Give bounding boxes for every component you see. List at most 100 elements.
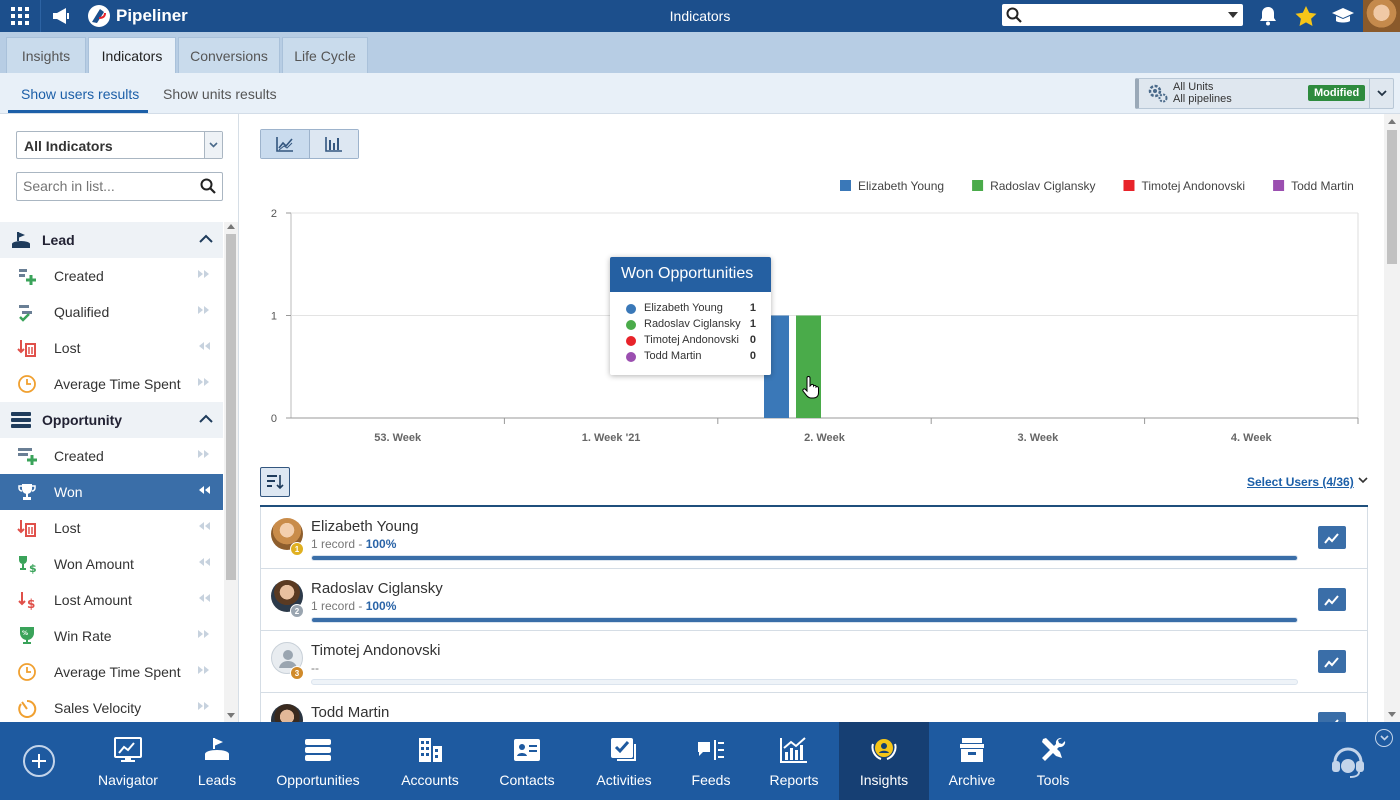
search-icon[interactable]: [200, 178, 216, 194]
svg-text:$: $: [29, 562, 37, 574]
app-logo[interactable]: Pipeliner: [86, 4, 188, 28]
scrollbar-thumb[interactable]: [1387, 130, 1397, 264]
tooltip-row: Elizabeth Young 1: [610, 301, 771, 317]
chevron-up-icon[interactable]: [199, 234, 213, 243]
sidebar-item-lead-average-time[interactable]: Average Time Spent: [0, 366, 223, 402]
rank-medal-icon: 3: [290, 666, 304, 680]
star-icon[interactable]: [1288, 0, 1324, 32]
opportunities-icon: [305, 739, 331, 761]
tooltip-series-value: 1: [749, 318, 756, 330]
trend-chart-button[interactable]: [1318, 588, 1346, 611]
sidebar-item-opportunity-won[interactable]: Won: [0, 474, 223, 510]
bar-chart-view-button[interactable]: [309, 130, 358, 158]
scroll-down-arrow-icon[interactable]: [1388, 712, 1396, 717]
legend-swatch: [840, 180, 851, 191]
chevron-up-icon[interactable]: [199, 414, 213, 423]
chevron-down-icon[interactable]: [204, 132, 222, 158]
chevron-down-icon: [1379, 735, 1389, 741]
sidebar-item-label: Average Time Spent: [54, 664, 181, 680]
nav-navigator[interactable]: Navigator: [88, 722, 168, 800]
nav-leads[interactable]: Leads: [185, 722, 249, 800]
select-users-link[interactable]: Select Users (4/36): [1247, 475, 1354, 489]
bell-icon[interactable]: [1250, 0, 1286, 32]
tab-insights[interactable]: Insights: [6, 37, 86, 73]
record-count: 1 record: [311, 537, 356, 551]
sidebar-search-input[interactable]: [23, 178, 193, 194]
tooltip-row: Timotej Andonovski 0: [610, 333, 771, 349]
tab-conversions[interactable]: Conversions: [178, 37, 280, 73]
sidebar-item-opportunity-created[interactable]: Created: [0, 438, 223, 474]
main-scrollbar[interactable]: [1384, 114, 1400, 722]
feeds-icon: [698, 740, 724, 760]
series-color-dot: [626, 352, 636, 362]
group-lead[interactable]: Lead: [0, 222, 223, 258]
nav-archive[interactable]: Archive: [940, 722, 1004, 800]
support-headset-icon[interactable]: [1330, 744, 1366, 781]
sidebar-item-lead-qualified[interactable]: Qualified: [0, 294, 223, 330]
scroll-down-arrow-icon[interactable]: [227, 713, 235, 718]
global-search-input[interactable]: [1002, 4, 1243, 26]
x-tick-label: 4. Week: [1231, 432, 1273, 444]
chevron-down-icon[interactable]: [1228, 12, 1238, 18]
opportunity-created-icon: [0, 446, 54, 466]
nav-opportunities[interactable]: Opportunities: [266, 722, 370, 800]
unit-label: All Units: [1173, 81, 1214, 93]
user-avatar[interactable]: [1363, 0, 1400, 32]
unit-dropdown-toggle[interactable]: [1369, 79, 1393, 108]
subtab-users-results[interactable]: Show users results: [21, 86, 140, 102]
app-grid-icon[interactable]: [0, 0, 40, 32]
collapse-nav-button[interactable]: [1375, 729, 1393, 747]
nav-activities[interactable]: Activities: [584, 722, 664, 800]
sidebar-item-win-rate[interactable]: % Win Rate: [0, 618, 223, 654]
trend-chart-button[interactable]: [1318, 650, 1346, 673]
nav-insights[interactable]: Insights: [839, 722, 929, 800]
contacts-icon: [514, 739, 540, 761]
forward-arrows-icon: [198, 702, 209, 710]
record-count: --: [311, 661, 319, 675]
scroll-up-arrow-icon[interactable]: [1388, 119, 1396, 124]
user-row[interactable]: Todd Martin: [260, 693, 1368, 722]
sidebar-search-field[interactable]: [16, 172, 223, 201]
sidebar-item-lost-amount[interactable]: $ Lost Amount: [0, 582, 223, 618]
sidebar-item-sales-velocity[interactable]: Sales Velocity: [0, 690, 223, 722]
sidebar-item-won-amount[interactable]: $ Won Amount: [0, 546, 223, 582]
nav-tools[interactable]: Tools: [1024, 722, 1082, 800]
user-record-summary: 1 record - 100%: [311, 599, 396, 613]
sidebar-item-lead-created[interactable]: Created: [0, 258, 223, 294]
trend-line-icon: [1324, 656, 1339, 668]
subtab-units-results[interactable]: Show units results: [163, 86, 277, 102]
legend-swatch: [1123, 180, 1135, 191]
chevron-down-icon[interactable]: [1358, 477, 1368, 484]
megaphone-icon[interactable]: [40, 0, 80, 32]
add-button[interactable]: [23, 745, 55, 777]
graduation-cap-icon[interactable]: [1325, 0, 1361, 32]
nav-contacts[interactable]: Contacts: [490, 722, 564, 800]
group-label: Lead: [42, 232, 75, 248]
nav-accounts[interactable]: Accounts: [390, 722, 470, 800]
tab-life-cycle[interactable]: Life Cycle: [282, 37, 368, 73]
sidebar-item-lead-lost[interactable]: Lost: [0, 330, 223, 366]
scrollbar-thumb[interactable]: [226, 234, 236, 580]
sort-button[interactable]: [260, 467, 290, 497]
nav-feeds[interactable]: Feeds: [682, 722, 740, 800]
series-color-dot: [626, 336, 636, 346]
tab-indicators[interactable]: Indicators: [88, 37, 176, 73]
sidebar-item-opportunity-average-time[interactable]: Average Time Spent: [0, 654, 223, 690]
trend-chart-button[interactable]: [1318, 526, 1346, 549]
indicator-filter-select[interactable]: All Indicators: [16, 131, 223, 159]
trend-chart-button[interactable]: [1318, 712, 1346, 722]
user-row[interactable]: 1 Elizabeth Young 1 record - 100%: [260, 507, 1368, 569]
user-row[interactable]: 2 Radoslav Ciglansky 1 record - 100%: [260, 569, 1368, 631]
nav-reports[interactable]: Reports: [758, 722, 830, 800]
nav-label: Reports: [769, 772, 819, 788]
lost-dollar-icon: $: [0, 590, 54, 610]
sidebar-item-opportunity-lost[interactable]: Lost: [0, 510, 223, 546]
unit-pipeline-selector[interactable]: All Units All pipelines Modified: [1135, 78, 1394, 109]
group-opportunity[interactable]: Opportunity: [0, 402, 223, 438]
sidebar-scrollbar[interactable]: [224, 222, 238, 722]
user-row[interactable]: 3 Timotej Andonovski --: [260, 631, 1368, 693]
line-chart-view-button[interactable]: [261, 130, 310, 158]
bar-chart-icon: [324, 137, 342, 152]
sidebar-item-label: Created: [54, 448, 104, 464]
scroll-up-arrow-icon[interactable]: [227, 224, 235, 229]
